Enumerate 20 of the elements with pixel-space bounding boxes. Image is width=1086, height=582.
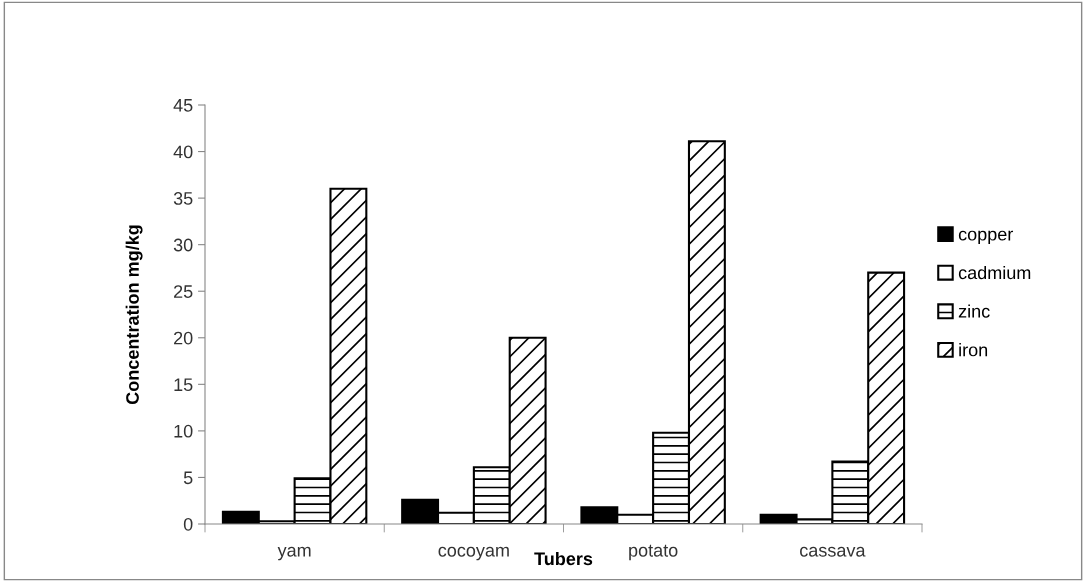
y-tick-label: 45 (173, 99, 193, 112)
x-tick-label: yam (277, 546, 311, 561)
y-tick-label: 10 (174, 424, 193, 438)
legend-label: iron (959, 343, 988, 357)
legend-label: cadmium (958, 265, 1031, 280)
y-tick-label: 15 (174, 378, 193, 392)
x-tick-label: cocoyam (438, 546, 509, 561)
y-tick-label: 40 (173, 145, 193, 159)
x-tick-label: potato (629, 544, 678, 561)
y-tick-label: 0 (183, 517, 193, 531)
y-tick-label: 30 (173, 238, 193, 252)
y-tick-label: 5 (183, 471, 193, 485)
x-tick-label: cassava (800, 546, 866, 557)
y-axis-title: Concentration mg/kg (125, 225, 143, 405)
y-tick-label: 35 (173, 192, 193, 205)
legend-label: copper (958, 230, 1014, 245)
y-tick-label: 20 (174, 331, 193, 345)
y-tick-label: 25 (174, 285, 193, 298)
x-axis-title: Tubers (534, 551, 593, 566)
legend-label: zinc (958, 304, 990, 318)
